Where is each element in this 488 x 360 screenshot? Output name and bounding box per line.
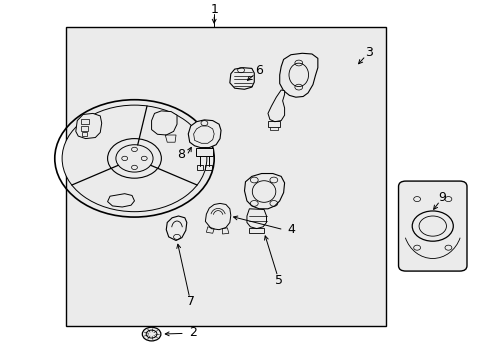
Polygon shape (188, 120, 221, 148)
Text: 9: 9 (438, 191, 446, 204)
Text: 2: 2 (189, 327, 197, 339)
Circle shape (142, 327, 161, 341)
Polygon shape (195, 148, 212, 156)
Polygon shape (193, 126, 214, 143)
FancyBboxPatch shape (398, 181, 466, 271)
Polygon shape (279, 53, 317, 97)
Polygon shape (151, 111, 177, 135)
Text: 3: 3 (365, 46, 372, 59)
Polygon shape (244, 174, 284, 209)
Text: 5: 5 (274, 274, 282, 287)
Text: 7: 7 (186, 295, 194, 308)
Circle shape (107, 139, 161, 178)
Text: 1: 1 (210, 3, 218, 15)
Circle shape (62, 105, 206, 212)
Polygon shape (107, 194, 134, 207)
Polygon shape (267, 90, 284, 122)
Polygon shape (205, 203, 230, 230)
Polygon shape (269, 127, 277, 130)
Polygon shape (166, 216, 186, 240)
Polygon shape (76, 113, 102, 139)
Text: 4: 4 (286, 223, 294, 236)
Bar (66, 27, 386, 326)
Text: 8: 8 (177, 148, 184, 161)
Polygon shape (229, 68, 254, 89)
Text: 6: 6 (255, 64, 263, 77)
Polygon shape (246, 209, 266, 229)
